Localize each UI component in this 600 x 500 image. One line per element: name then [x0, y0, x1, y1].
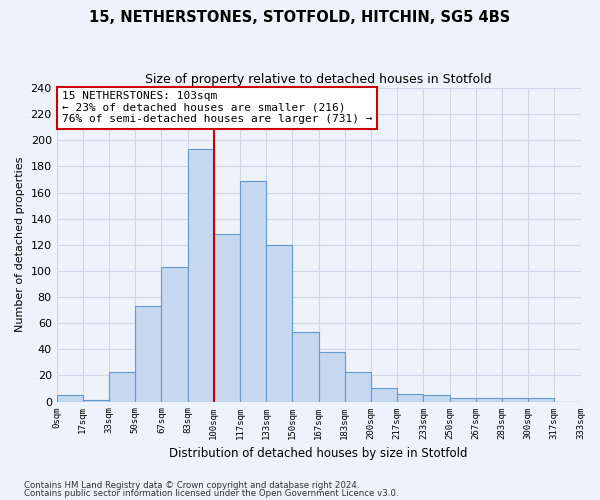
Text: Contains public sector information licensed under the Open Government Licence v3: Contains public sector information licen… — [24, 489, 398, 498]
Bar — [345, 372, 371, 402]
Bar — [135, 306, 161, 402]
Bar — [240, 181, 266, 402]
Bar — [109, 372, 135, 402]
Text: Contains HM Land Registry data © Crown copyright and database right 2024.: Contains HM Land Registry data © Crown c… — [24, 480, 359, 490]
Bar — [449, 398, 476, 402]
Title: Size of property relative to detached houses in Stotfold: Size of property relative to detached ho… — [145, 72, 492, 86]
Bar — [188, 150, 214, 402]
Bar — [319, 352, 345, 402]
Bar — [528, 398, 554, 402]
Bar — [397, 394, 424, 402]
Bar — [502, 398, 528, 402]
Bar — [56, 395, 83, 402]
Text: 15 NETHERSTONES: 103sqm
← 23% of detached houses are smaller (216)
76% of semi-d: 15 NETHERSTONES: 103sqm ← 23% of detache… — [62, 91, 373, 124]
Y-axis label: Number of detached properties: Number of detached properties — [15, 157, 25, 332]
Bar — [161, 267, 188, 402]
Bar — [292, 332, 319, 402]
Bar — [476, 398, 502, 402]
Bar — [214, 234, 240, 402]
Bar — [266, 245, 292, 402]
X-axis label: Distribution of detached houses by size in Stotfold: Distribution of detached houses by size … — [169, 447, 468, 460]
Bar — [371, 388, 397, 402]
Text: 15, NETHERSTONES, STOTFOLD, HITCHIN, SG5 4BS: 15, NETHERSTONES, STOTFOLD, HITCHIN, SG5… — [89, 10, 511, 25]
Bar — [424, 395, 449, 402]
Bar — [83, 400, 109, 402]
